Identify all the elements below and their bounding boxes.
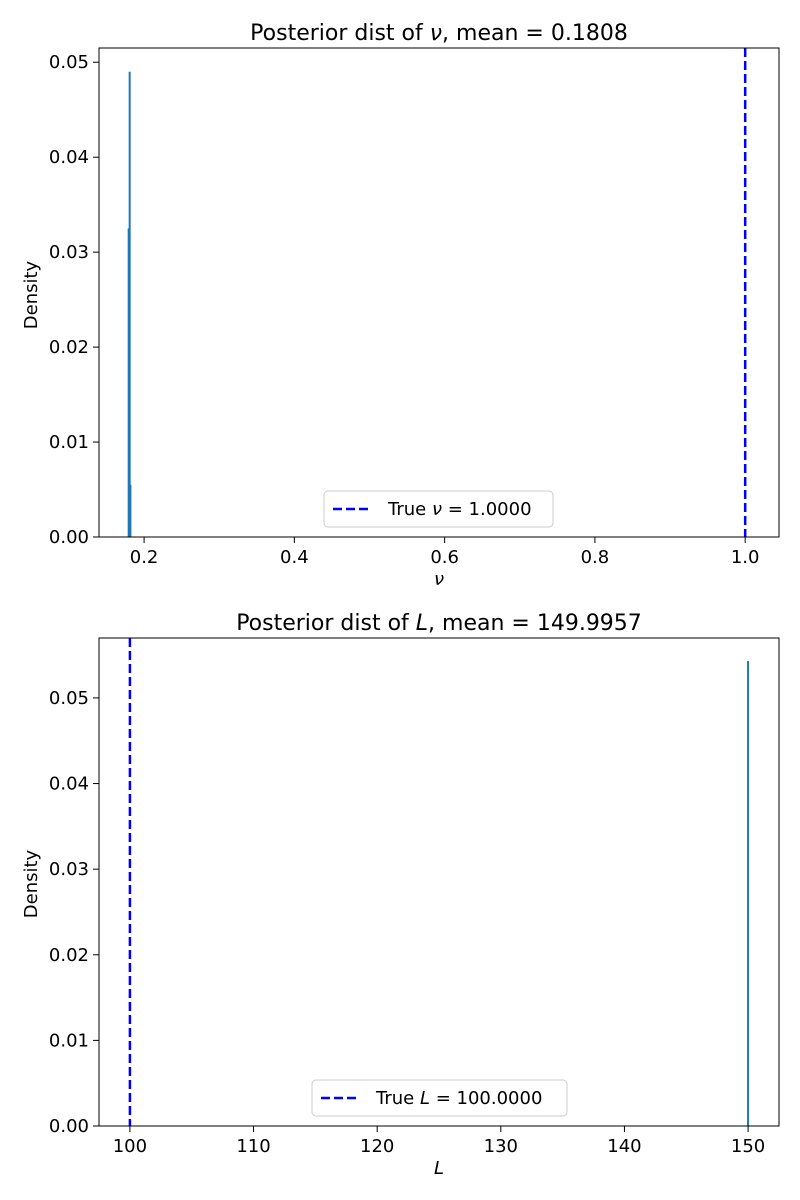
nu-y-tick-label: 0.02 [49, 337, 89, 358]
nu-legend-suffix: = 1.0000 [442, 499, 532, 520]
nu-axes-frame [98, 47, 780, 538]
L-x-tick-label: 130 [484, 1136, 518, 1157]
nu-x-tick-label: 0.2 [130, 547, 159, 568]
L-title-suffix: , mean = 149.9957 [428, 611, 642, 636]
nu-legend-box [323, 490, 554, 528]
L-title-symbol: L [416, 611, 428, 636]
nu-chart-title: Posterior dist of ν, mean = 0.1808 [250, 21, 628, 46]
nu-y-tick-label: 0.04 [49, 147, 89, 168]
L-legend-box [311, 1079, 568, 1117]
L-histogram-bars [747, 661, 750, 1126]
L-legend: True L = 100.0000 [311, 1079, 568, 1117]
nu-y-ticks: 0.00 0.01 0.02 0.03 0.04 0.05 [49, 52, 99, 548]
L-y-axis-label: Density [21, 849, 42, 918]
L-axes-frame [98, 637, 780, 1127]
nu-x-tick-label: 0.6 [430, 547, 459, 568]
nu-y-axis-label: Density [21, 260, 42, 329]
nu-histogram-bar-2 [129, 484, 132, 537]
nu-x-ticks: 0.2 0.4 0.6 0.8 1.0 [130, 537, 760, 568]
L-x-ticks: 100 110 120 130 140 150 [113, 1126, 765, 1157]
L-y-ticks: 0.00 0.01 0.02 0.03 0.04 0.05 [49, 688, 99, 1137]
nu-x-tick-label: 1.0 [731, 547, 760, 568]
L-legend-symbol: L [420, 1088, 430, 1109]
L-y-tick-label: 0.04 [49, 774, 89, 795]
nu-x-tick-label: 0.4 [280, 547, 309, 568]
nu-y-tick-label: 0.03 [49, 242, 89, 263]
L-chart-title: Posterior dist of L, mean = 149.9957 [236, 611, 642, 636]
nu-legend-label: True ν = 1.0000 [387, 499, 532, 520]
L-x-tick-label: 140 [607, 1136, 641, 1157]
L-y-tick-label: 0.03 [49, 859, 89, 880]
nu-histogram-bars [127, 71, 132, 538]
L-y-tick-label: 0.00 [49, 1116, 89, 1137]
L-histogram-bar-0 [747, 661, 750, 1126]
L-x-tick-label: 120 [360, 1136, 394, 1157]
nu-legend-prefix: True [387, 499, 432, 520]
L-legend-prefix: True [375, 1088, 420, 1109]
nu-title-suffix: , mean = 0.1808 [442, 21, 628, 46]
nu-posterior-subplot: Posterior dist of ν, mean = 0.1808 ν Den… [21, 21, 780, 590]
L-legend-suffix: = 100.0000 [430, 1088, 542, 1109]
L-x-tick-label: 100 [113, 1136, 147, 1157]
L-y-tick-label: 0.02 [49, 945, 89, 966]
L-posterior-subplot: Posterior dist of L, mean = 149.9957 L D… [21, 611, 780, 1179]
L-x-tick-label: 150 [731, 1136, 765, 1157]
L-legend-label: True L = 100.0000 [375, 1088, 542, 1109]
nu-x-axis-label: ν [434, 569, 444, 590]
L-x-tick-label: 110 [236, 1136, 270, 1157]
nu-legend-symbol: ν [432, 499, 442, 520]
nu-histogram-bar-1 [128, 71, 131, 538]
L-y-tick-label: 0.01 [49, 1030, 89, 1051]
L-x-axis-label: L [434, 1158, 444, 1179]
nu-y-tick-label: 0.05 [49, 52, 89, 73]
nu-x-tick-label: 0.8 [581, 547, 610, 568]
nu-y-tick-label: 0.00 [49, 527, 89, 548]
nu-title-prefix: Posterior dist of [250, 21, 430, 46]
nu-legend: True ν = 1.0000 [323, 490, 554, 528]
L-title-prefix: Posterior dist of [236, 611, 416, 636]
L-y-tick-label: 0.05 [49, 688, 89, 709]
nu-title-symbol: ν [430, 21, 442, 46]
nu-y-tick-label: 0.01 [49, 432, 89, 453]
